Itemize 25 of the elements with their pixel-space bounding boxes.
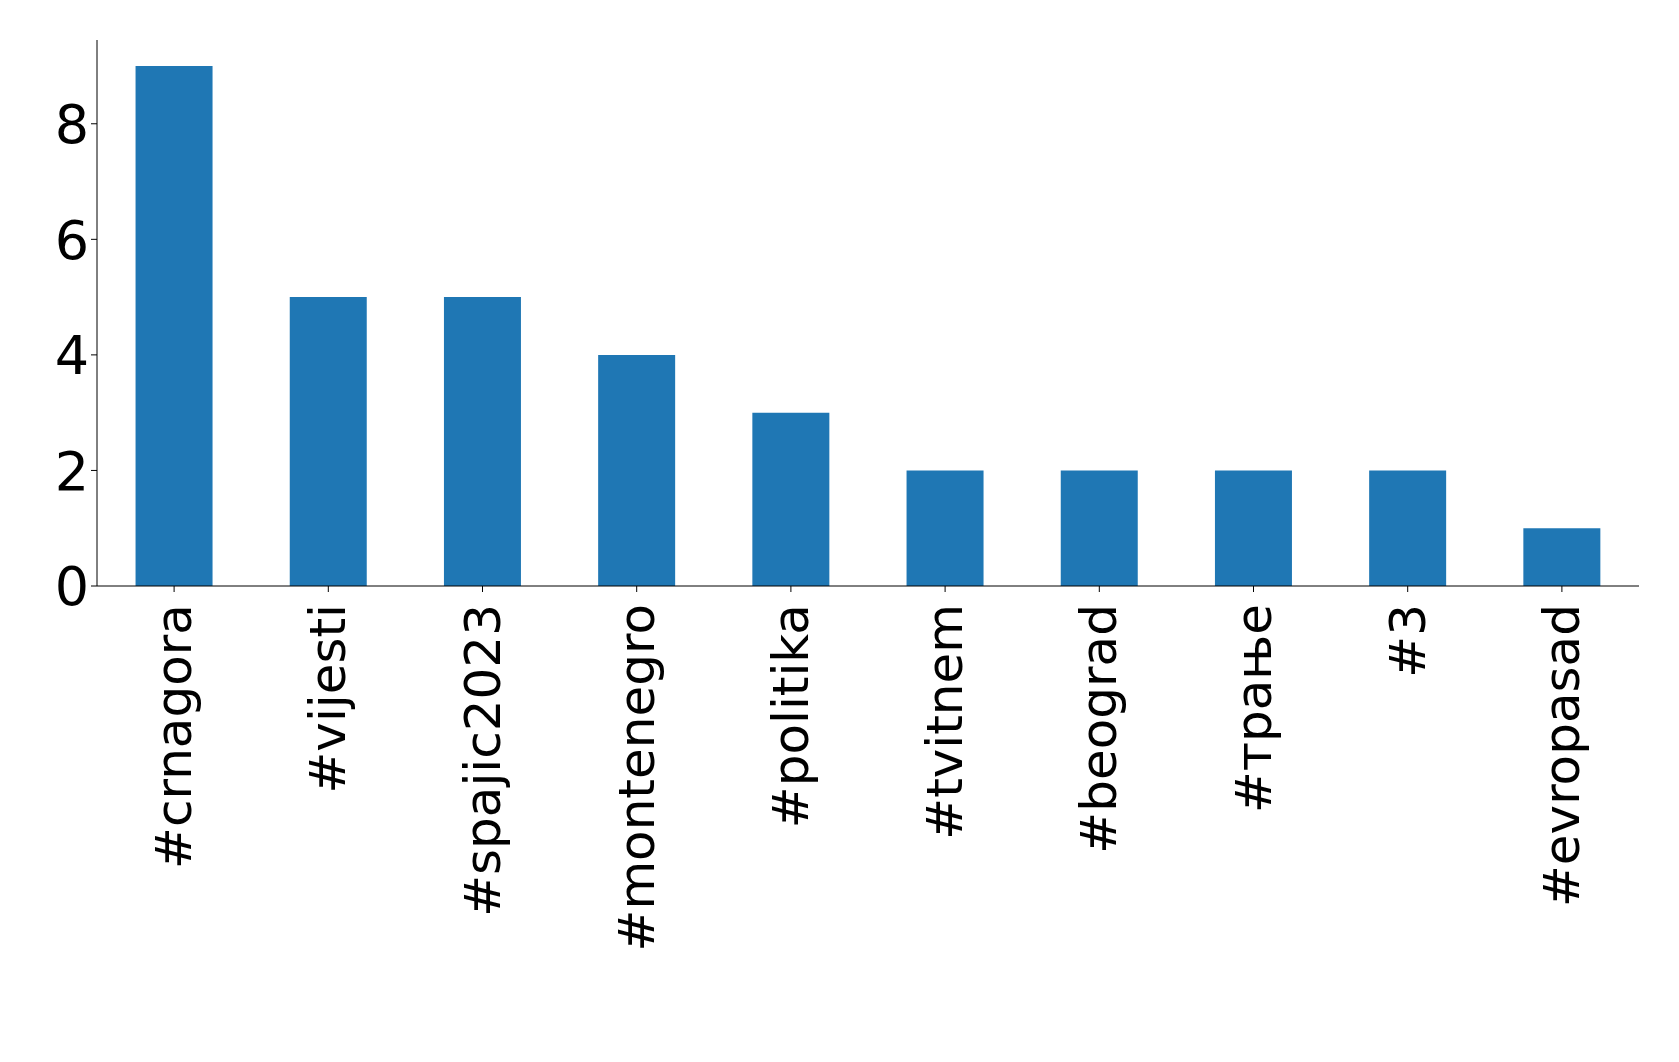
y-tick-label: 8 bbox=[54, 92, 89, 156]
y-tick-label: 0 bbox=[54, 555, 89, 619]
x-tick-label: #трање bbox=[1224, 604, 1283, 814]
y-tick-label: 6 bbox=[54, 208, 89, 272]
x-tick-label: #beograd bbox=[1070, 604, 1129, 854]
x-tick-label: #tvitnem bbox=[916, 604, 975, 840]
bar bbox=[906, 470, 984, 586]
x-tick-label: #3 bbox=[1378, 604, 1437, 678]
bar bbox=[1369, 470, 1447, 586]
bar bbox=[598, 354, 676, 586]
bar bbox=[1523, 528, 1601, 586]
bar bbox=[443, 297, 521, 586]
bar bbox=[289, 297, 367, 586]
bar bbox=[135, 66, 213, 586]
bar bbox=[1060, 470, 1138, 586]
x-tick-label: #politika bbox=[761, 604, 820, 829]
x-tick-label: #vijesti bbox=[299, 604, 358, 794]
bar bbox=[752, 412, 830, 586]
x-tick-label: #spajic2023 bbox=[453, 604, 512, 917]
x-tick-label: #crnagora bbox=[145, 604, 204, 869]
bar bbox=[1214, 470, 1292, 586]
y-tick-label: 2 bbox=[54, 439, 89, 503]
x-tick-label: #montenegro bbox=[607, 604, 666, 952]
x-tick-label: #evropasad bbox=[1532, 604, 1591, 908]
y-tick-label: 4 bbox=[54, 324, 89, 388]
